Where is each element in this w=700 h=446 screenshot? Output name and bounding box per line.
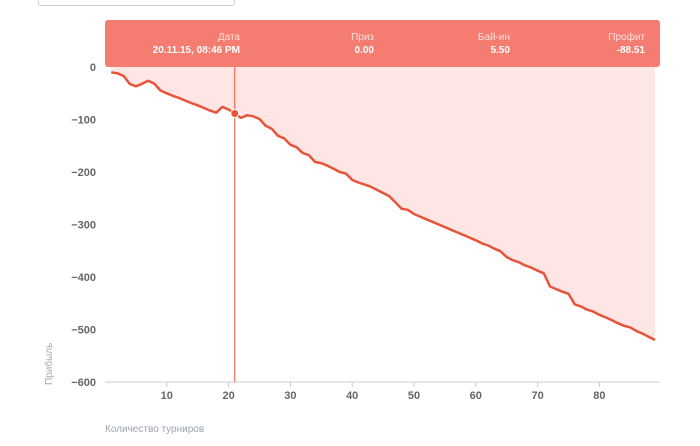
x-tick-marks: [166, 382, 600, 387]
tooltip-header: Профит: [608, 31, 645, 43]
tooltip-value: 0.00: [355, 45, 375, 56]
tooltip-background: [105, 20, 660, 67]
y-tick-label: −100: [71, 115, 96, 127]
tooltip-text: Дата 20.11.15, 08:46 PM Приз 0.00 Бай-ин 5.50…: [153, 31, 646, 56]
tooltip-value: -88.51: [617, 45, 646, 56]
y-tick-label: −400: [71, 272, 96, 284]
x-tick-label: 70: [531, 390, 543, 402]
x-tick-label: 30: [284, 390, 296, 402]
y-tick-label: 0: [90, 62, 96, 74]
y-tick-label: −200: [71, 167, 96, 179]
tooltip-value: 5.50: [491, 45, 511, 56]
x-tick-label: 80: [593, 390, 605, 402]
top-dropdown[interactable]: [38, 0, 235, 6]
x-tick-label: 60: [470, 390, 482, 402]
x-tick-label: 20: [222, 390, 234, 402]
x-tick-label: 10: [161, 390, 173, 402]
y-tick-label: −300: [71, 220, 96, 232]
x-tick-label: 40: [346, 390, 358, 402]
tooltip: Дата 20.11.15, 08:46 PM Приз 0.00 Бай-ин 5.50…: [105, 20, 660, 67]
series-line: [111, 71, 656, 342]
y-axis-label: Прибыль: [43, 343, 55, 385]
x-tick-label: 50: [408, 390, 420, 402]
axis-ticks: 0 −100 −200 −300 −400 −500 −600 10 20 30 40 50 60 70 8…: [71, 62, 605, 402]
tooltip-value: 20.11.15, 08:46 PM: [153, 45, 240, 56]
x-axis-label: Количество турниров: [105, 424, 204, 435]
tooltip-header: Бай-ин: [478, 32, 510, 43]
y-tick-label: −600: [71, 377, 96, 389]
highlight-point[interactable]: [230, 108, 240, 118]
tooltip-header: Дата: [218, 32, 241, 43]
series-area: [111, 67, 655, 340]
y-tick-label: −500: [71, 325, 96, 337]
tooltip-header: Приз: [351, 32, 374, 43]
